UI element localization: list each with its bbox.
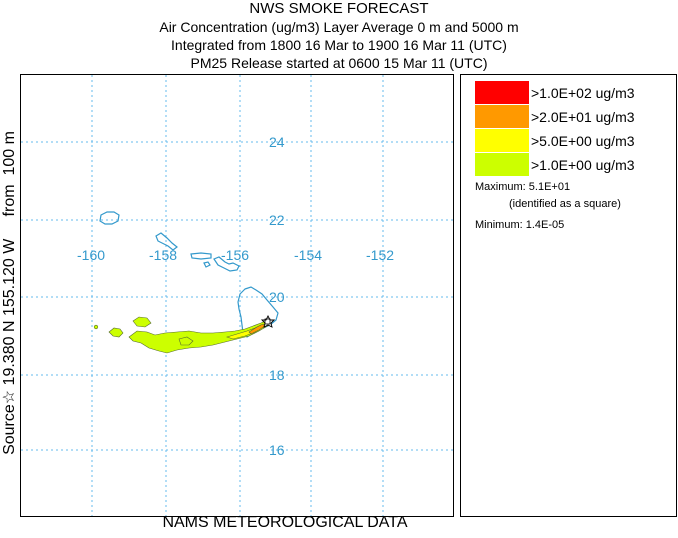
forecast-title: NWS SMOKE FORECAST <box>249 0 429 17</box>
legend-swatch <box>475 105 529 128</box>
latitude-label: 16 <box>269 442 285 458</box>
latitude-label: 18 <box>269 367 285 383</box>
legend-swatch <box>475 81 529 104</box>
legend-panel: >1.0E+02 ug/m3 >2.0E+01 ug/m3 >5.0E+00 u… <box>460 74 677 517</box>
map-panel: -160 -158 -156 -154 -152 24 22 20 18 16 <box>20 74 454 517</box>
latitude-label: 22 <box>269 212 285 228</box>
data-source-footer: NAMS METEOROLOGICAL DATA <box>162 514 408 531</box>
plume-blob-north <box>132 316 152 328</box>
plume-blob-west <box>108 327 124 338</box>
longitude-label: -154 <box>294 247 322 263</box>
map-canvas: -160 -158 -156 -154 -152 24 22 20 18 16 <box>21 75 453 516</box>
maximum-value: Maximum: 5.1E+01 <box>475 181 571 193</box>
longitude-label: -152 <box>366 247 394 263</box>
legend-item: >2.0E+01 ug/m3 <box>475 105 635 128</box>
oahu-coast <box>155 232 178 251</box>
longitude-label: -158 <box>149 247 177 263</box>
maui-coast <box>213 256 240 272</box>
legend-label: >5.0E+00 ug/m3 <box>531 132 635 149</box>
graticule <box>21 75 453 516</box>
coastlines <box>99 211 279 338</box>
legend-label: >2.0E+01 ug/m3 <box>531 108 635 125</box>
minimum-value: Minimum: 1.4E-05 <box>475 219 565 231</box>
lanai-coast <box>203 261 211 268</box>
maximum-note: (identified as a square) <box>509 198 621 210</box>
plume-level-1 <box>128 319 270 354</box>
legend-item: >1.0E+02 ug/m3 <box>475 81 635 104</box>
maximum-square-icon <box>264 318 271 325</box>
release-start: PM25 Release started at 0600 15 Mar 11 (… <box>190 55 488 71</box>
legend-item: >1.0E+00 ug/m3 <box>475 153 635 176</box>
molokai-coast <box>190 252 212 260</box>
kauai-coast <box>99 211 120 225</box>
integration-period: Integrated from 1800 16 Mar to 1900 16 M… <box>171 37 507 53</box>
legend-label: >1.0E+00 ug/m3 <box>531 156 635 173</box>
smoke-plume <box>93 316 270 354</box>
legend-item: >5.0E+00 ug/m3 <box>475 129 635 152</box>
legend-swatch <box>475 129 529 152</box>
plume-blob-mid <box>178 336 194 346</box>
legend-label: >1.0E+02 ug/m3 <box>531 84 635 101</box>
longitude-label: -160 <box>77 247 105 263</box>
latitude-label: 24 <box>269 134 285 150</box>
source-location-label: Source☆ 19.380 N 155.120 W from 100 m <box>1 131 18 455</box>
longitude-label: -156 <box>221 247 249 263</box>
plume-speck <box>93 324 99 330</box>
legend-swatch <box>475 153 529 176</box>
latitude-label: 20 <box>269 289 285 305</box>
concentration-subtitle: Air Concentration (ug/m3) Layer Average … <box>159 19 519 35</box>
